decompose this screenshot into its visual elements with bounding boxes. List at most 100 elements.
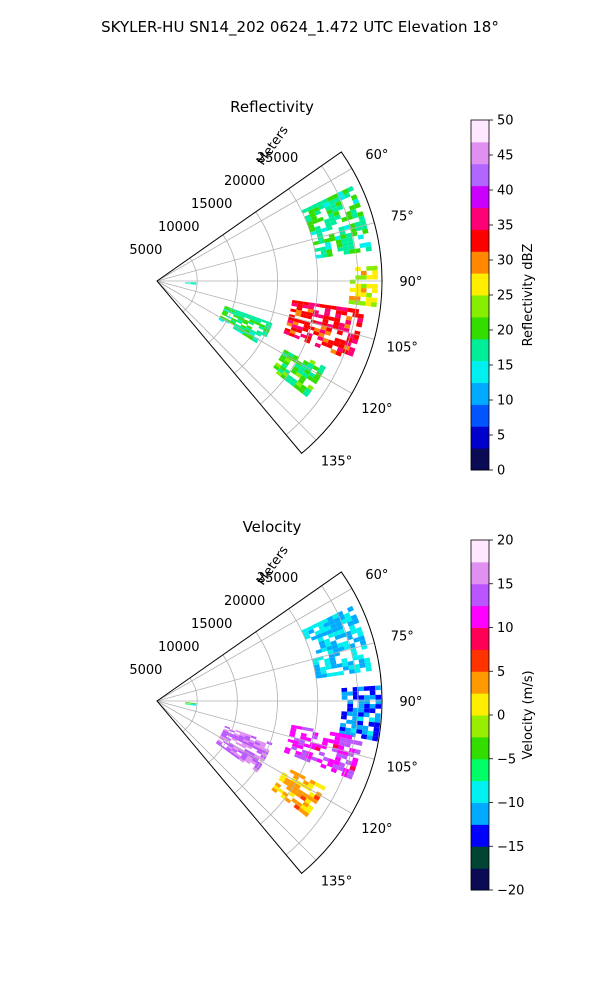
- echo-gate: [339, 339, 347, 345]
- echo-gate: [331, 206, 339, 213]
- echo-gate: [348, 295, 355, 301]
- echo-gate: [250, 329, 257, 335]
- echo-gate: [255, 317, 262, 322]
- echo-gate: [290, 789, 298, 795]
- echo-gate: [304, 387, 312, 395]
- echo-gate: [294, 753, 301, 759]
- echo-gate: [190, 282, 197, 284]
- echo-gate: [226, 745, 233, 750]
- echo-gate: [313, 374, 321, 381]
- echo-gate: [302, 390, 310, 398]
- echo-gate: [338, 226, 345, 232]
- echo-gate: [259, 756, 266, 762]
- echo-gate: [293, 334, 301, 340]
- echo-gate: [326, 195, 334, 202]
- echo-gate: [290, 308, 297, 313]
- echo-gate: [326, 323, 334, 329]
- echo-gate: [303, 743, 310, 748]
- echo-gate: [356, 729, 363, 735]
- echo-gate: [347, 240, 354, 246]
- range-ring: [234, 211, 278, 374]
- echo-gate: [334, 634, 342, 641]
- echo-gate: [336, 624, 344, 631]
- echo-gate: [343, 644, 351, 650]
- echo-gate: [215, 741, 222, 747]
- echo-gate: [297, 789, 304, 796]
- echo-gate: [329, 236, 336, 242]
- echo-gate: [341, 754, 348, 760]
- echo-gate: [185, 703, 191, 705]
- echo-gate: [237, 738, 244, 743]
- echo-gate: [343, 612, 351, 619]
- range-tick-label: 5000: [129, 243, 162, 258]
- echo-gate: [347, 691, 353, 696]
- colorbar-swatch: [471, 185, 489, 208]
- echo-gate: [292, 366, 300, 372]
- echo-gate: [314, 327, 321, 333]
- echo-gate: [352, 198, 360, 205]
- echo-gate: [356, 322, 363, 328]
- echo-gate: [316, 200, 324, 207]
- echo-gate: [333, 197, 341, 204]
- echo-gate: [374, 717, 381, 723]
- echo-gate: [296, 303, 303, 308]
- echo-gate: [354, 221, 361, 228]
- echo-gate: [364, 699, 370, 704]
- range-ring: [208, 654, 238, 763]
- echo-gate: [320, 647, 328, 653]
- chart-title: Velocity: [243, 518, 302, 536]
- echo-gate: [289, 329, 296, 335]
- echo-gate: [372, 270, 378, 275]
- echo-cell: [185, 282, 197, 285]
- echo-gate: [321, 198, 329, 205]
- echo-gate: [289, 730, 296, 735]
- echo-gate: [315, 254, 322, 259]
- echo-gate: [326, 252, 333, 258]
- echo-gate: [317, 216, 324, 223]
- echo-gate: [375, 699, 382, 705]
- echo-gate: [311, 378, 319, 385]
- echo-gate: [292, 321, 299, 326]
- echo-gate: [342, 661, 349, 667]
- panels: Reflectivity60°75°90°105°120°135°5000100…: [129, 98, 536, 899]
- range-ring: [260, 608, 319, 825]
- echo-gate: [244, 328, 251, 334]
- azimuth-tick-label: 90°: [399, 695, 422, 710]
- echo-gate: [305, 335, 312, 341]
- echo-gate: [229, 320, 236, 326]
- echo-gate: [319, 643, 327, 649]
- echo-gate: [311, 798, 319, 805]
- echo-gate: [325, 245, 332, 250]
- echo-gate: [350, 614, 358, 621]
- colorbar-swatch: [471, 824, 489, 847]
- echo-gate: [251, 338, 258, 344]
- echo-gate: [279, 774, 287, 781]
- echo-gate: [323, 638, 331, 644]
- echo-gate: [319, 303, 326, 309]
- echo-gate: [372, 274, 378, 280]
- echo-gate: [363, 686, 370, 691]
- echo-gate: [322, 337, 329, 344]
- echo-gate: [331, 193, 339, 200]
- echo-gate: [338, 322, 346, 328]
- echo-gate: [340, 715, 347, 720]
- echo-gate: [364, 708, 370, 713]
- range-tick-label: 15000: [191, 197, 232, 212]
- echo-gate: [243, 319, 249, 324]
- echo-gate: [302, 631, 310, 637]
- echo-gate: [283, 780, 290, 786]
- echo-gate: [331, 664, 338, 669]
- echo-gate: [235, 741, 242, 747]
- echo-gate: [360, 292, 367, 298]
- azimuth-tick-label: 120°: [361, 402, 392, 417]
- echo-gate: [262, 330, 269, 335]
- echo-gate: [318, 332, 325, 338]
- colorbar-swatch: [471, 338, 489, 362]
- colorbar-swatch: [471, 229, 489, 252]
- echo-gate: [244, 759, 251, 765]
- echo-gate: [363, 712, 370, 718]
- echo-gate: [190, 703, 197, 705]
- echo-gate: [237, 749, 244, 755]
- echo-gate: [291, 302, 298, 307]
- echo-gate: [307, 727, 314, 732]
